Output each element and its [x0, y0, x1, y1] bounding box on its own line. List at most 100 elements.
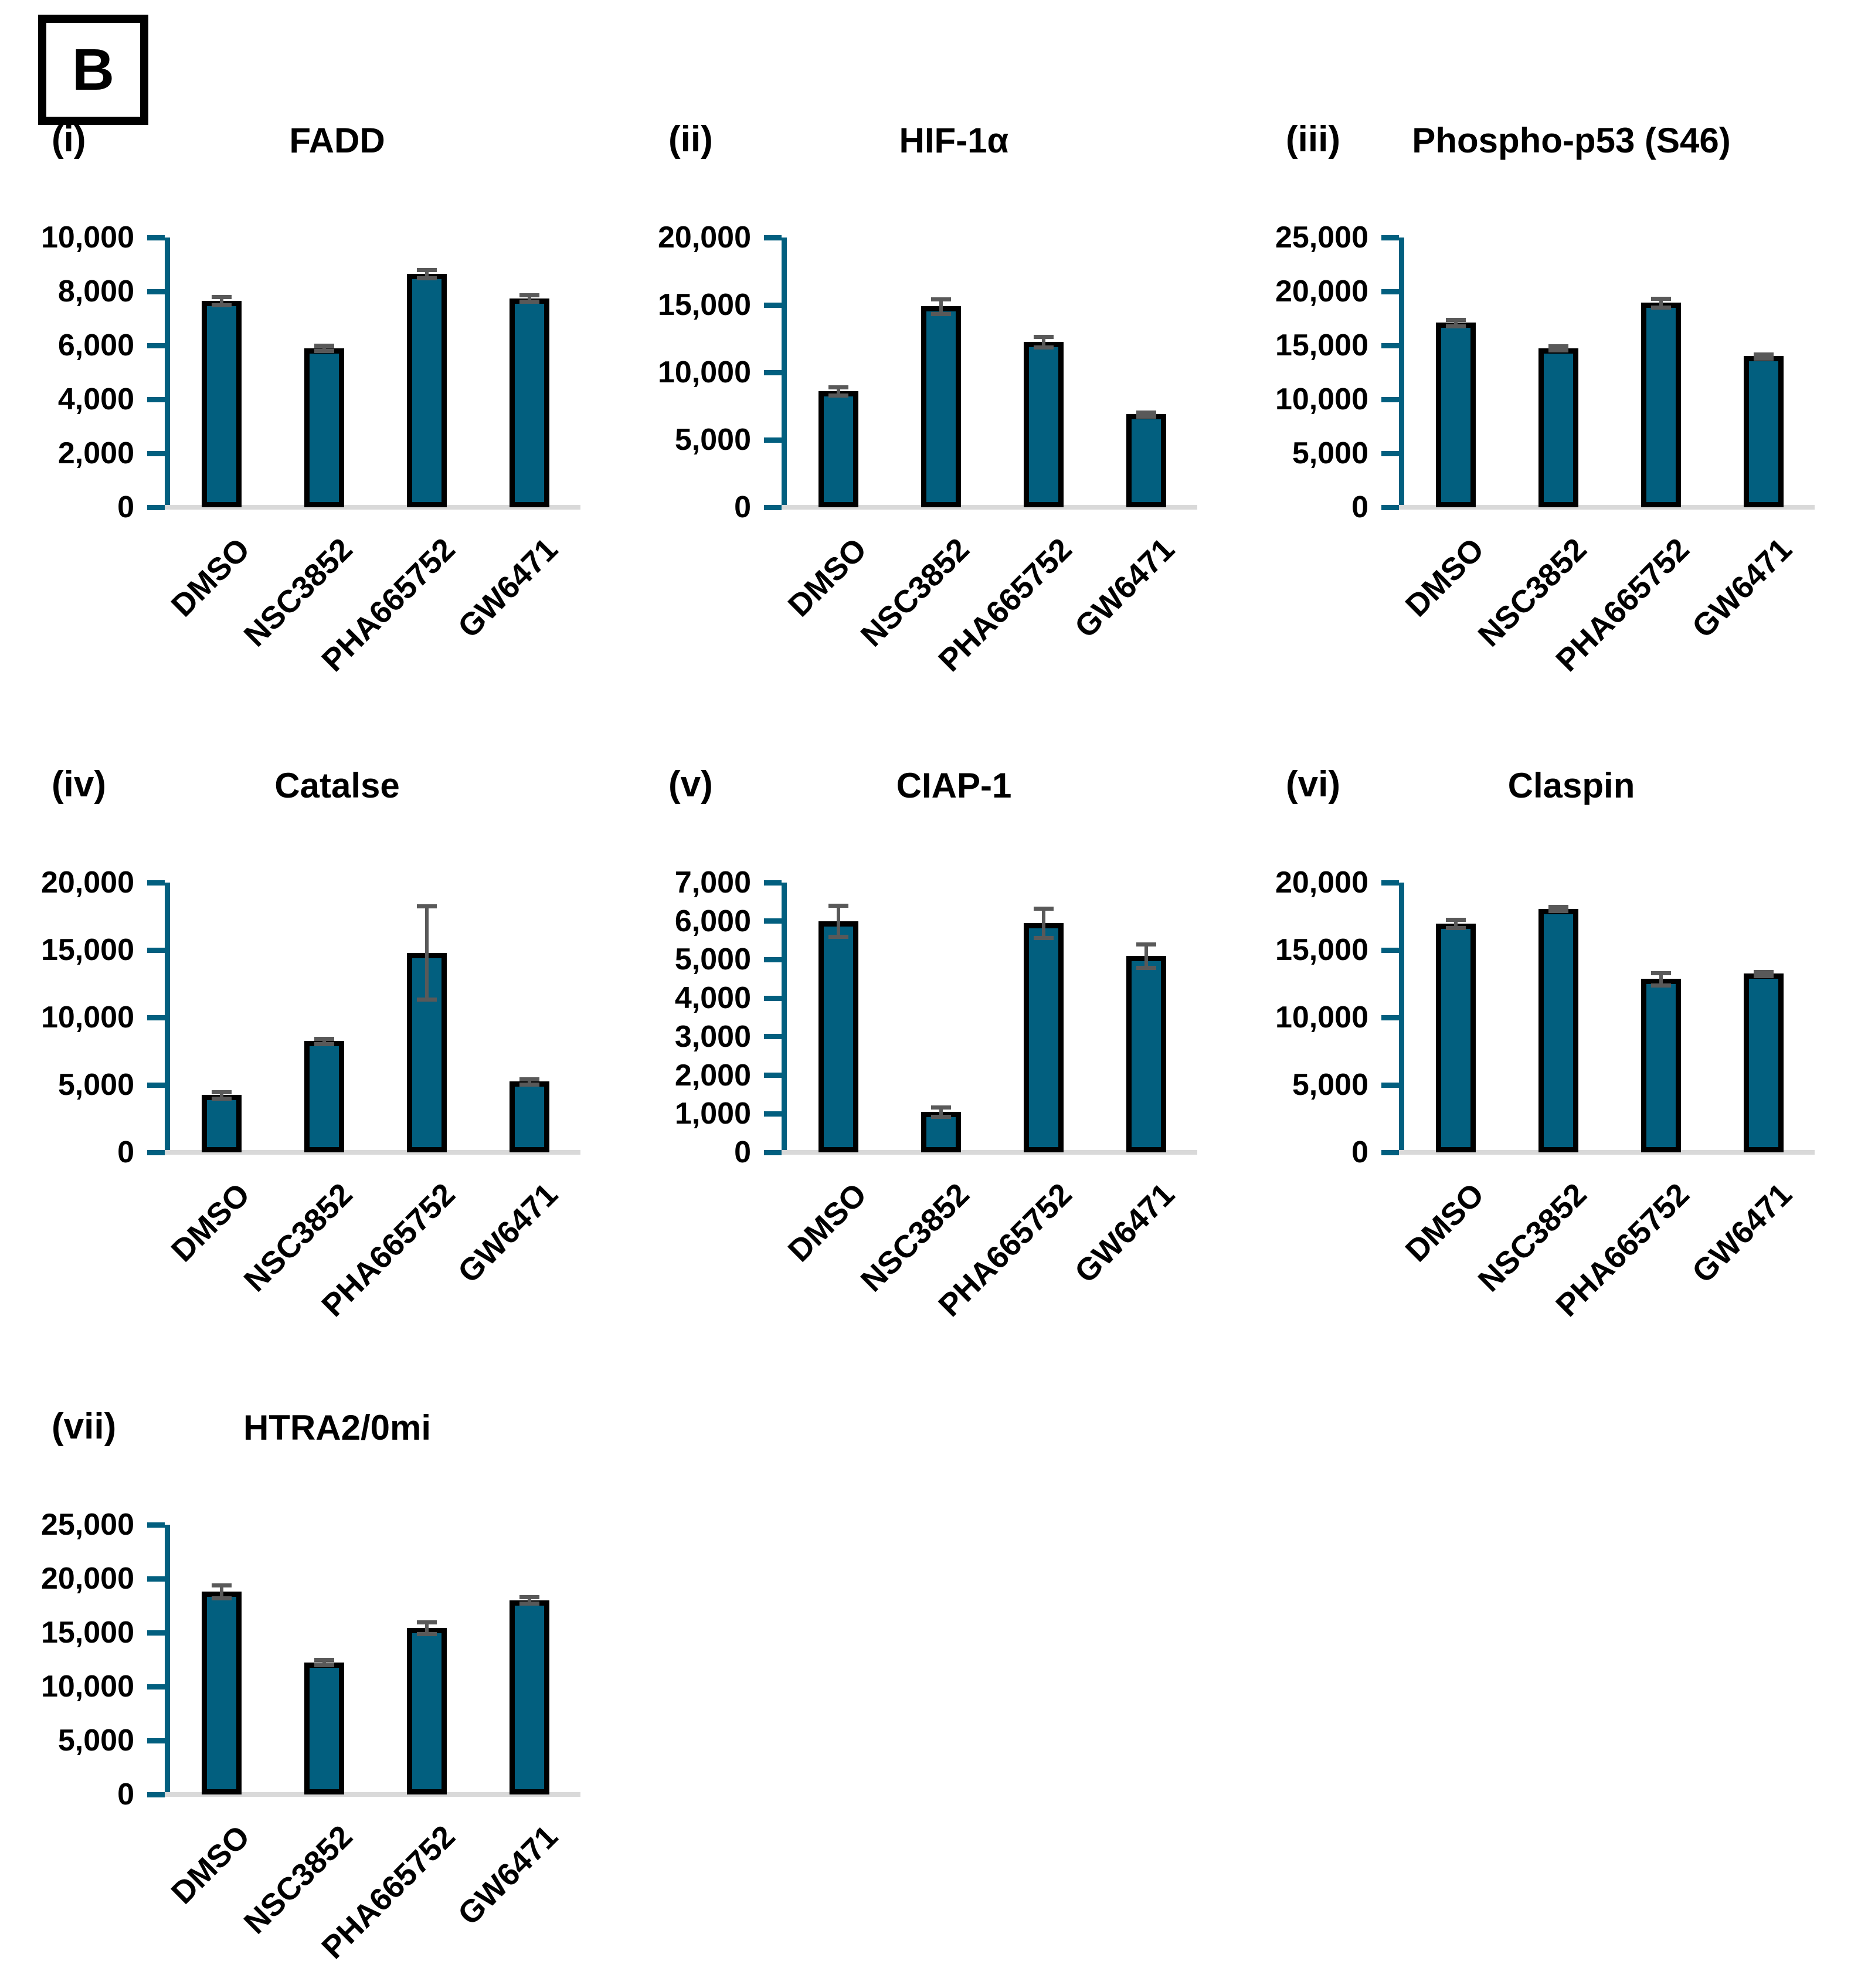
chart-title-iv: Catalse — [274, 766, 400, 805]
y-axis-tick — [147, 1015, 165, 1020]
error-bar-cap-top-pha665752 — [1033, 335, 1054, 340]
y-axis-tick — [1381, 504, 1399, 510]
x-axis-baseline — [782, 505, 1197, 510]
y-axis-tick — [764, 956, 782, 962]
y-axis-tick — [764, 1073, 782, 1078]
error-bar-cap-bottom-pha665752 — [1650, 305, 1671, 310]
error-bar-cap-bottom-pha665752 — [1650, 983, 1671, 988]
x-category-label-dmso: DMSO — [781, 1176, 874, 1269]
y-axis — [1399, 238, 1404, 507]
x-category-label-gw6471: GW6471 — [451, 1176, 565, 1290]
y-tick-label: 5,000 — [57, 1724, 134, 1758]
y-tick-label: 20,000 — [40, 866, 134, 900]
y-axis-tick — [147, 1738, 165, 1743]
x-category-label-gw6471: GW6471 — [1068, 1176, 1181, 1290]
x-category-label-dmso: DMSO — [164, 1176, 257, 1269]
y-axis-tick — [764, 918, 782, 924]
error-bar-cap-top-pha665752 — [1650, 296, 1671, 301]
y-axis-tick — [764, 235, 782, 240]
bar-nsc3852 — [921, 306, 961, 507]
y-tick-label: 15,000 — [1275, 328, 1368, 362]
y-axis — [165, 883, 170, 1152]
y-tick-label: 15,000 — [40, 1616, 134, 1650]
error-bar-cap-top-gw6471 — [519, 1595, 539, 1600]
error-bar-cap-bottom-dmso — [211, 303, 232, 307]
panel-label-iii: (iii) — [1286, 119, 1340, 160]
y-axis — [782, 238, 787, 507]
error-bar-line-dmso — [219, 1091, 223, 1098]
y-tick-label: 5,000 — [57, 1068, 134, 1102]
y-axis-tick — [764, 302, 782, 308]
x-category-label-nsc3852: NSC3852 — [237, 531, 359, 654]
error-bar-cap-bottom-dmso — [211, 1596, 232, 1601]
y-tick-label: 15,000 — [657, 288, 751, 322]
y-tick-label: 20,000 — [1275, 274, 1368, 308]
y-axis-tick — [1381, 235, 1399, 240]
bar-nsc3852 — [304, 1662, 344, 1794]
bar-pha665752 — [1641, 303, 1681, 507]
y-axis-tick — [764, 504, 782, 510]
error-bar-cap-bottom-nsc3852 — [314, 349, 334, 354]
y-tick-label: 0 — [1351, 1135, 1368, 1169]
error-bar-line-gw6471 — [527, 1078, 531, 1084]
y-tick-label: 15,000 — [40, 933, 134, 967]
y-axis-tick — [1381, 947, 1399, 953]
error-bar-cap-bottom-nsc3852 — [1548, 909, 1568, 914]
y-axis-tick — [147, 1082, 165, 1088]
error-bar-cap-top-nsc3852 — [314, 344, 334, 348]
error-bar-line-pha665752 — [424, 1621, 429, 1634]
error-bar-cap-top-gw6471 — [1136, 942, 1156, 947]
y-tick-label: 5,000 — [674, 423, 751, 457]
y-axis-tick — [1381, 450, 1399, 456]
error-bar-line-pha665752 — [424, 270, 429, 278]
bar-dmso — [818, 391, 858, 507]
x-category-label-gw6471: GW6471 — [451, 531, 565, 645]
error-bar-line-nsc3852 — [939, 298, 943, 314]
y-axis-tick — [764, 1111, 782, 1117]
bar-pha665752 — [406, 1627, 447, 1794]
error-bar-cap-bottom-gw6471 — [519, 1602, 539, 1606]
error-bar-cap-top-nsc3852 — [930, 297, 951, 301]
error-bar-line-dmso — [836, 387, 840, 396]
error-bar-cap-top-nsc3852 — [314, 1658, 334, 1662]
error-bar-cap-top-dmso — [211, 295, 232, 300]
y-tick-label: 10,000 — [1275, 1000, 1368, 1034]
plot-area-iv: 0 5,000 10,000 15,000 20,000 DMSO NSC3852 PHA66… — [0, 733, 617, 1375]
y-tick-label: 15,000 — [1275, 933, 1368, 967]
error-bar-line-dmso — [219, 297, 223, 305]
panel-label-iv: (iv) — [52, 764, 106, 805]
bar-gw6471 — [1743, 356, 1784, 507]
error-bar-cap-bottom-gw6471 — [1136, 965, 1156, 970]
y-tick-label: 0 — [734, 1135, 751, 1169]
bar-nsc3852 — [304, 348, 344, 507]
plot-area-vii: 0 5,000 10,000 15,000 20,000 25,000 DMSO NSC385… — [0, 1375, 617, 1988]
y-axis-tick — [147, 1149, 165, 1155]
bar-dmso — [818, 921, 858, 1152]
y-axis-tick — [764, 437, 782, 443]
error-bar-cap-bottom-pha665752 — [1033, 935, 1054, 940]
x-category-label-dmso: DMSO — [164, 531, 257, 624]
y-axis-tick — [147, 504, 165, 510]
y-axis-tick — [147, 1576, 165, 1582]
figure-label-box: B — [38, 15, 148, 125]
plot-area-vi: 0 5,000 10,000 15,000 20,000 DMSO NSC3852 PHA66… — [1234, 733, 1851, 1375]
y-tick-label: 25,000 — [1275, 220, 1368, 255]
y-tick-label: 10,000 — [1275, 382, 1368, 416]
y-tick-label: 5,000 — [1292, 436, 1368, 470]
y-axis-tick — [147, 1684, 165, 1690]
x-category-label-nsc3852: NSC3852 — [854, 531, 976, 654]
y-axis-tick — [147, 1522, 165, 1528]
y-axis — [165, 238, 170, 507]
error-bar-cap-top-nsc3852 — [1548, 905, 1568, 910]
chart-panel-i: (i) FADD 0 2,000 4,000 6,000 8,000 10,000 DMSO NS… — [0, 88, 617, 730]
x-category-label-pha665752: PHA665752 — [1548, 1176, 1696, 1324]
error-bar-cap-bottom-dmso — [828, 935, 848, 939]
y-axis-tick — [1381, 396, 1399, 402]
y-tick-label: 4,000 — [674, 981, 751, 1016]
error-bar-cap-top-nsc3852 — [930, 1105, 951, 1110]
x-category-label-nsc3852: NSC3852 — [1471, 531, 1594, 654]
x-category-label-nsc3852: NSC3852 — [237, 1176, 359, 1299]
chart-panel-iii: (iii) Phospho-p53 (S46) 0 5,000 10,000 15,000… — [1234, 88, 1851, 730]
bar-gw6471 — [1126, 414, 1166, 507]
